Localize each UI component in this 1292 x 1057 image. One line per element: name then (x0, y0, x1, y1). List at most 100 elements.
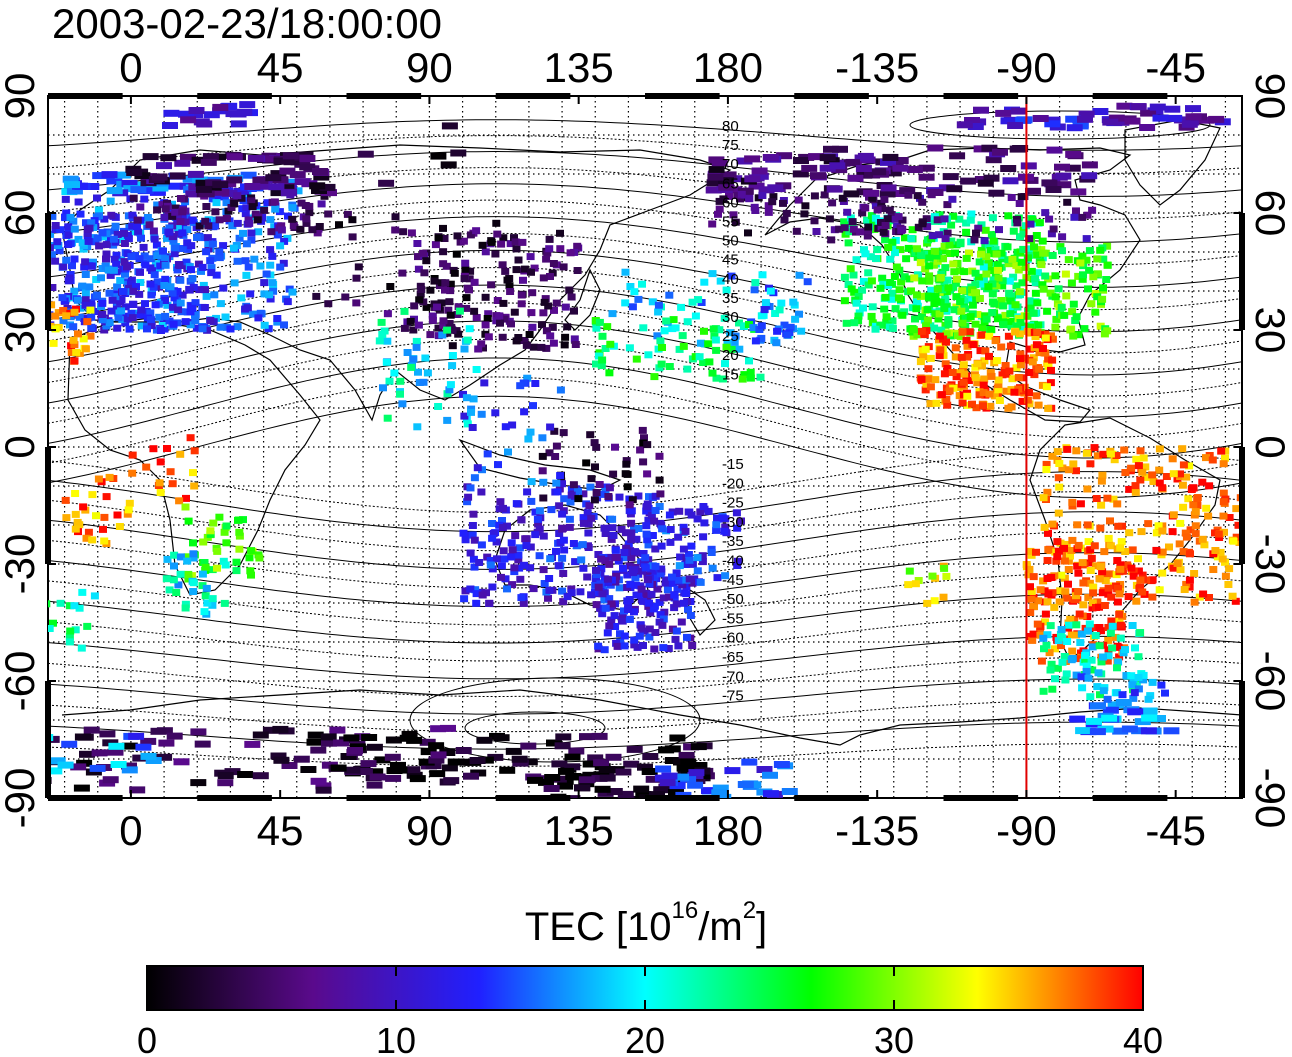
tec-cell (189, 469, 197, 477)
tec-cell (166, 283, 175, 291)
tec-cell (201, 286, 209, 294)
tec-cell (527, 776, 543, 784)
tec-cell (682, 560, 691, 568)
tec-cell (973, 379, 982, 387)
tec-cell (1090, 542, 1099, 550)
tec-cell (91, 749, 108, 757)
tec-cell (942, 330, 951, 338)
tec-cell (1191, 508, 1200, 516)
tec-cell (1186, 526, 1195, 534)
tec-cell (202, 584, 211, 592)
tec-cell (634, 492, 643, 500)
tec-cell (888, 324, 897, 332)
tec-cell (792, 227, 801, 235)
tec-cell (128, 222, 137, 230)
tec-cell (1027, 551, 1036, 559)
tec-cell (1076, 259, 1085, 267)
tec-cell (649, 791, 665, 798)
tec-cell (913, 331, 922, 339)
tec-cell (67, 349, 76, 357)
tec-cell (213, 547, 222, 555)
tec-cell (639, 597, 648, 605)
tec-cell (981, 347, 990, 355)
tec-cell (904, 244, 913, 252)
tec-cell (98, 299, 107, 307)
tec-cell (181, 503, 190, 511)
tec-cell (1048, 520, 1057, 528)
tec-cell (1158, 527, 1167, 535)
tec-cell (419, 738, 436, 746)
tec-cell (956, 121, 973, 129)
tec-cell (497, 573, 505, 581)
tec-cell (587, 591, 596, 599)
tec-cell (1102, 276, 1111, 283)
tec-cell (1038, 237, 1047, 245)
tec-cell (812, 228, 821, 235)
tec-cell (421, 354, 430, 362)
tec-cell (414, 321, 423, 329)
tec-cell (586, 431, 595, 439)
tec-cell (594, 583, 603, 591)
tec-cell (951, 249, 959, 257)
tec-cell (712, 526, 721, 534)
tec-cell (441, 122, 458, 130)
tec-cell (683, 633, 691, 641)
tec-cell (349, 743, 366, 751)
tec-cell (168, 303, 177, 311)
tec-cell (141, 261, 150, 269)
tec-cell (1139, 124, 1156, 131)
tec-cell (758, 186, 775, 194)
tec-cell (62, 312, 71, 320)
tec-cell (693, 554, 702, 562)
tec-cell (92, 213, 101, 221)
tec-cell (201, 563, 210, 571)
tec-cell (102, 241, 111, 249)
tec-cell (695, 353, 704, 361)
tec-cell (222, 522, 231, 530)
tec-cell (1078, 110, 1095, 118)
tec-cell (987, 326, 996, 334)
tec-cell (69, 336, 78, 344)
tec-cell (531, 380, 540, 387)
tec-cell (225, 110, 242, 118)
tec-cell (657, 565, 666, 573)
tec-cell (242, 271, 251, 279)
tec-cell (459, 237, 468, 245)
tec-cell (194, 740, 211, 748)
tec-cell (880, 305, 889, 313)
tec-cell (117, 296, 126, 303)
tec-cell (917, 327, 926, 335)
tec-cell (177, 195, 185, 202)
tec-cell (440, 724, 456, 732)
tec-cell (550, 306, 558, 314)
tec-cell (1191, 530, 1200, 538)
tec-cell (951, 344, 960, 352)
colorbar-tick-label: 0 (137, 1020, 157, 1057)
tec-cell (174, 306, 183, 314)
tec-cell (926, 217, 935, 225)
tec-cell (1093, 452, 1102, 460)
tec-cell (422, 303, 431, 311)
x-tick-label-bottom: 45 (257, 807, 304, 854)
tec-cell (657, 360, 666, 368)
tec-cell (1180, 586, 1189, 593)
tec-cell (396, 377, 405, 385)
tec-cell (329, 726, 346, 734)
tec-cell (980, 375, 989, 383)
tec-cell (963, 296, 972, 304)
tec-cell (1061, 676, 1070, 684)
tec-cell (931, 292, 940, 300)
tec-cell (168, 289, 177, 297)
tec-cell (182, 494, 190, 502)
tec-cell (648, 532, 657, 539)
tec-cell (708, 369, 717, 377)
tec-cell (570, 307, 578, 315)
tec-cell (499, 547, 508, 555)
tec-cell (136, 203, 145, 211)
tec-cell (645, 625, 654, 633)
tec-cell (1102, 706, 1119, 714)
tec-cell (76, 759, 93, 767)
tec-cell (517, 300, 526, 308)
tec-cell (598, 332, 607, 340)
tec-cell (163, 555, 172, 563)
